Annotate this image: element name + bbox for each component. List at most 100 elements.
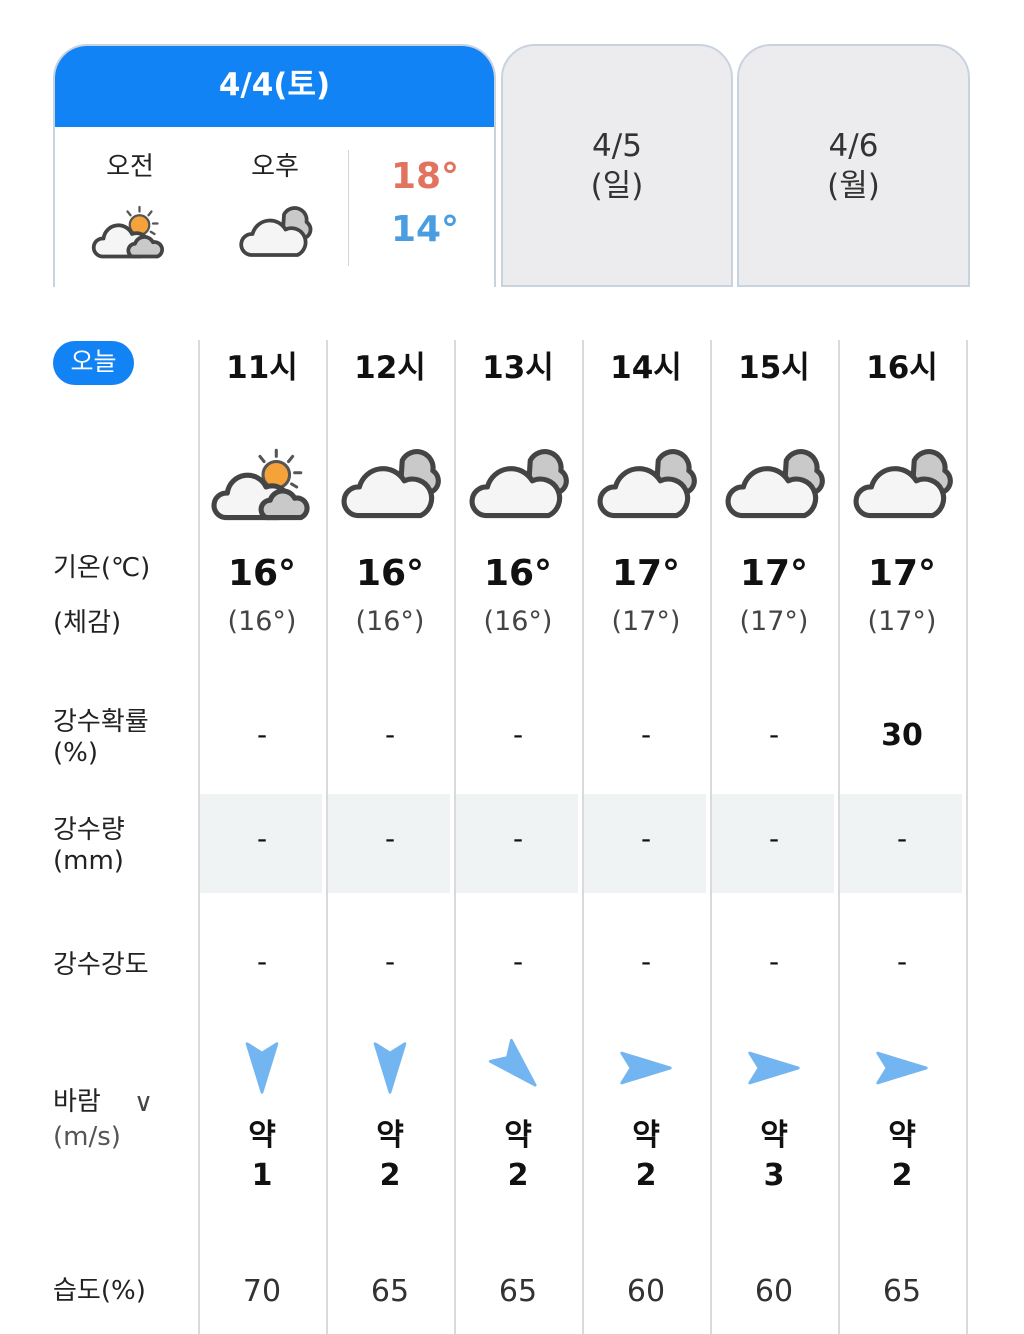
precip-amt-value: -	[512, 822, 524, 855]
precip-amt-value: -	[768, 822, 780, 855]
humidity-label: 습도(%)	[53, 1276, 146, 1306]
cloudy-icon	[339, 446, 441, 528]
divider	[348, 150, 349, 266]
chevron-down-icon[interactable]: ∨	[134, 1088, 154, 1118]
feel-temp-value: (17°)	[867, 606, 937, 637]
tab-day: (일)	[590, 168, 644, 204]
day-tab-4-4[interactable]: 4/4(토) 오전 오후 18° 14°	[53, 44, 496, 287]
low-temp: 14°	[390, 209, 460, 250]
precip-prob-value: -	[512, 718, 524, 751]
wind-direction-arrow-icon	[618, 1048, 674, 1088]
cloudy-icon	[467, 446, 569, 528]
precip-int-value: -	[512, 945, 524, 978]
high-temp: 18°	[390, 156, 460, 197]
feel-temp-value: (16°)	[227, 606, 297, 637]
humidity-value: 65	[370, 1274, 410, 1309]
precip-int-label: 강수강도	[53, 950, 149, 980]
feel-temp-value: (16°)	[355, 606, 425, 637]
hour-label: 14시	[610, 350, 682, 386]
precip-prob-value: -	[768, 718, 780, 751]
wind-speed: 2	[891, 1158, 913, 1193]
column-divider	[454, 340, 456, 1334]
wind-strength: 약	[888, 1118, 916, 1153]
precip-int-value: -	[896, 945, 908, 978]
tab-date: 4/5	[592, 128, 642, 164]
precip-amt-value: -	[256, 822, 268, 855]
humidity-value: 60	[626, 1274, 666, 1309]
cloudy-icon	[723, 446, 825, 528]
temp-value: 17°	[867, 553, 937, 594]
wind-unit: (m/s)	[53, 1122, 121, 1152]
precip-prob-value: -	[384, 718, 396, 751]
wind-strength: 약	[504, 1118, 532, 1153]
precip-prob-value: -	[640, 718, 652, 751]
humidity-value: 65	[882, 1274, 922, 1309]
precip-int-value: -	[256, 945, 268, 978]
wind-direction-arrow-icon	[874, 1048, 930, 1088]
hour-label: 13시	[482, 350, 554, 386]
wind-speed: 2	[635, 1158, 657, 1193]
feel-label: (체감)	[53, 608, 122, 638]
precip-prob-label: 강수확률	[53, 707, 149, 737]
humidity-value: 60	[754, 1274, 794, 1309]
wind-speed: 3	[763, 1158, 785, 1193]
humidity-value: 70	[242, 1274, 282, 1309]
wind-strength: 약	[376, 1118, 404, 1153]
today-badge: 오늘	[53, 341, 134, 385]
hour-label: 16시	[866, 350, 938, 386]
precip-int-value: -	[384, 945, 396, 978]
column-divider	[966, 340, 968, 1334]
tab-date: 4/6	[828, 128, 879, 164]
temp-value: 17°	[739, 553, 809, 594]
cloudy-icon	[237, 204, 313, 264]
wind-direction-arrow-icon	[370, 1040, 410, 1096]
precip-prob-unit: (%)	[53, 738, 98, 768]
partly-cloudy-icon	[211, 446, 313, 528]
wind-direction-arrow-icon	[484, 1034, 552, 1102]
column-divider	[198, 340, 200, 1334]
partly-cloudy-icon	[91, 204, 167, 264]
precip-prob-value: -	[256, 718, 268, 751]
wind-strength: 약	[632, 1118, 660, 1153]
feel-temp-value: (17°)	[739, 606, 809, 637]
column-divider	[326, 340, 328, 1334]
wind-speed: 2	[379, 1158, 401, 1193]
wind-direction-arrow-icon	[242, 1040, 282, 1096]
temp-value: 16°	[355, 553, 425, 594]
column-divider	[582, 340, 584, 1334]
hour-label: 11시	[226, 350, 298, 386]
wind-label: 바람	[53, 1087, 101, 1117]
wind-direction-arrow-icon	[746, 1048, 802, 1088]
temp-value: 17°	[611, 553, 681, 594]
wind-strength: 약	[760, 1118, 788, 1153]
precip-amt-value: -	[640, 822, 652, 855]
day-tab-4-5[interactable]: 4/5 (일)	[501, 44, 733, 287]
feel-temp-value: (16°)	[483, 606, 553, 637]
precip-int-value: -	[640, 945, 652, 978]
precip-amt-value: -	[384, 822, 396, 855]
precip-prob-value: 30	[881, 718, 923, 753]
day-tab-4-6[interactable]: 4/6 (월)	[737, 44, 970, 287]
temp-value: 16°	[227, 553, 297, 594]
precip-amt-label: 강수량	[53, 815, 125, 845]
column-divider	[838, 340, 840, 1334]
precip-amt-value: -	[896, 822, 908, 855]
humidity-value: 65	[498, 1274, 538, 1309]
cloudy-icon	[851, 446, 953, 528]
day-tab-title: 4/4(토)	[55, 46, 494, 127]
precip-amt-unit: (mm)	[53, 846, 124, 876]
wind-speed: 2	[507, 1158, 529, 1193]
hour-label: 15시	[738, 350, 810, 386]
feel-temp-value: (17°)	[611, 606, 681, 637]
precip-int-value: -	[768, 945, 780, 978]
wind-speed: 1	[251, 1158, 273, 1193]
hour-label: 12시	[354, 350, 426, 386]
pm-label: 오후	[251, 152, 299, 182]
wind-strength: 약	[248, 1118, 276, 1153]
tab-day: (월)	[827, 168, 880, 204]
temp-label: 기온(℃)	[53, 553, 151, 583]
column-divider	[710, 340, 712, 1334]
cloudy-icon	[595, 446, 697, 528]
temp-value: 16°	[483, 553, 553, 594]
am-label: 오전	[106, 152, 154, 182]
